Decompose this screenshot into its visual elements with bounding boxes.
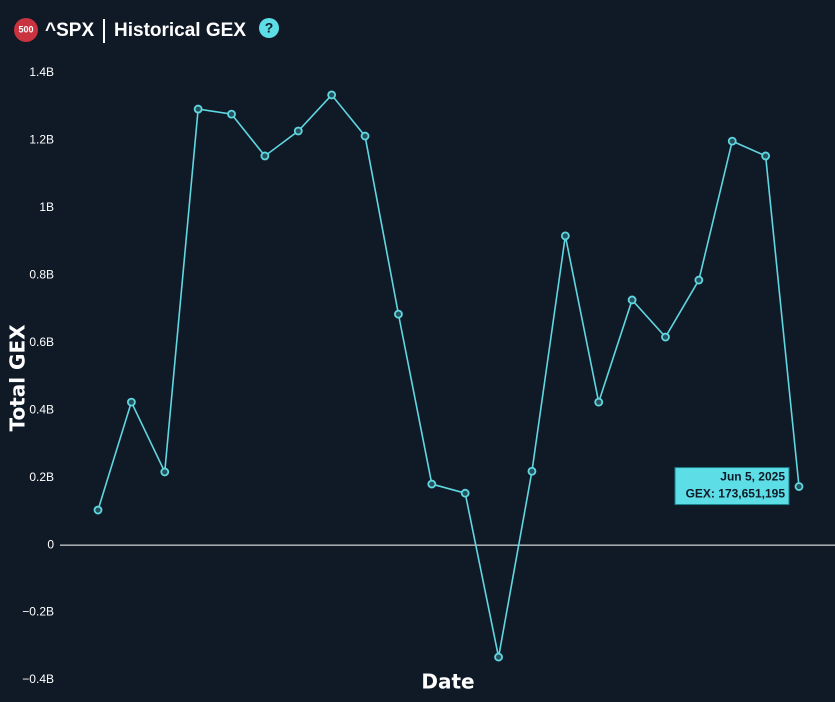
y-axis-title: Total GEX	[6, 324, 30, 432]
point	[727, 136, 737, 146]
point	[627, 295, 637, 305]
y-tick-label: −0.4B	[22, 672, 54, 686]
point	[460, 488, 470, 498]
y-tick-label: 0.8B	[29, 268, 54, 282]
divider	[103, 19, 105, 43]
point	[661, 332, 670, 342]
point	[794, 482, 804, 491]
badge-text: 500	[18, 24, 33, 34]
tooltip-box	[674, 467, 790, 506]
point	[160, 467, 170, 477]
line	[97, 93, 800, 658]
point	[527, 466, 537, 476]
point	[93, 505, 103, 515]
point	[694, 275, 704, 285]
y-tick-label: 0.4B	[29, 402, 54, 416]
ticker: ^SPX	[45, 20, 94, 41]
help-icon[interactable]	[259, 18, 279, 38]
point	[594, 397, 604, 407]
point	[327, 90, 337, 100]
point	[260, 151, 270, 161]
point	[227, 109, 236, 119]
y-tick-label: −0.2B	[22, 605, 54, 619]
tooltip-date: Jun 5, 2025	[720, 470, 785, 484]
point	[560, 231, 570, 241]
y-tick-label: 1B	[39, 200, 54, 214]
point	[193, 104, 203, 114]
point	[360, 131, 370, 141]
point	[494, 652, 503, 662]
y-tick-label: 1.4B	[29, 65, 54, 79]
y-tick-label: 0.2B	[29, 470, 54, 484]
point	[293, 126, 303, 136]
y-tick-label: 1.2B	[29, 133, 54, 147]
tooltip-value: GEX: 173,651,195	[686, 487, 786, 501]
badge	[14, 18, 38, 42]
y-tick-label: 0	[47, 537, 54, 551]
point	[394, 309, 403, 319]
help-icon-text: ?	[265, 20, 274, 36]
x-axis-title: Date	[421, 670, 474, 694]
point	[761, 151, 771, 161]
point	[427, 479, 437, 489]
point	[126, 397, 136, 407]
chart-title: Historical GEX	[114, 20, 246, 41]
y-tick-label: 0.6B	[29, 335, 54, 349]
